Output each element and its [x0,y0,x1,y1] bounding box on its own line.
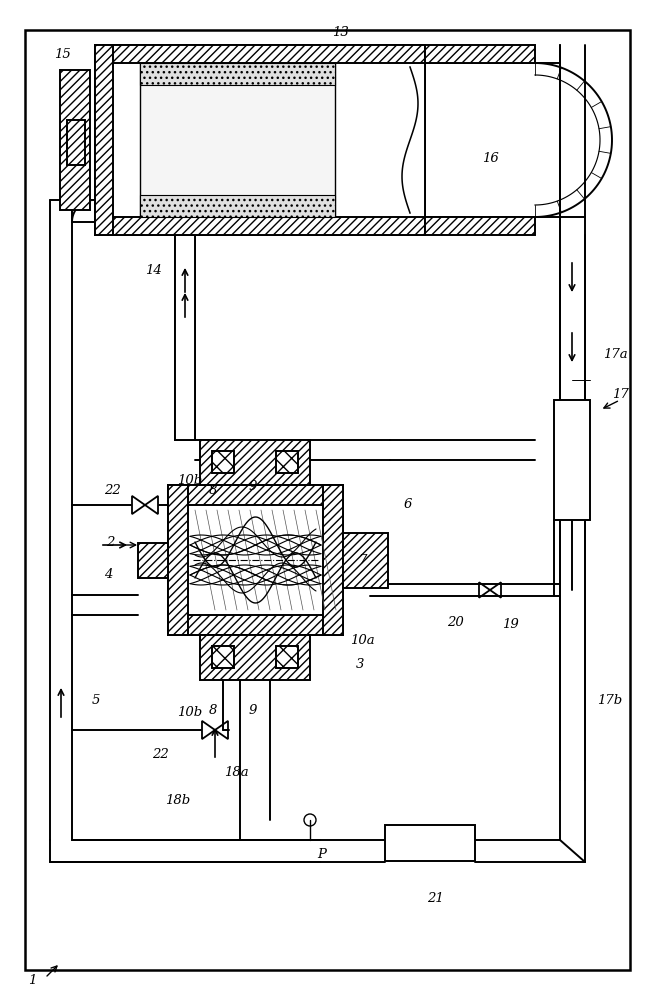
Bar [95,45,113,235]
Bar [138,543,168,578]
Text: 19: 19 [502,618,518,632]
Bar [212,451,234,473]
Text: 22: 22 [104,484,120,496]
Bar [343,533,388,588]
Text: 6: 6 [404,498,412,512]
Bar [200,440,310,485]
Text: 13: 13 [332,25,348,38]
Text: 21: 21 [426,892,443,904]
Text: 9: 9 [249,704,257,716]
Text: P: P [317,848,326,861]
Text: 9: 9 [249,481,257,493]
Text: 17a: 17a [603,349,628,361]
Bar [95,45,425,63]
Text: 3: 3 [356,658,364,672]
Bar [168,615,343,635]
Bar [140,195,335,217]
Text: 7: 7 [358,554,367,566]
Text: 22: 22 [151,748,168,762]
Bar [385,825,475,861]
Bar [276,646,298,668]
Text: 18a: 18a [224,766,248,780]
Text: 10b: 10b [178,706,202,718]
Bar [168,485,343,635]
Text: 10b: 10b [178,474,202,487]
Text: 16: 16 [482,151,498,164]
Bar [140,63,335,217]
Text: 2: 2 [106,536,114,550]
Bar [168,485,343,505]
Bar [425,217,535,235]
Bar [175,235,195,440]
Bar [425,45,535,63]
Text: 20: 20 [447,615,464,629]
Bar [554,400,590,520]
Text: 17: 17 [612,388,628,401]
Text: 8: 8 [209,484,217,496]
Text: 4: 4 [104,568,112,582]
Text: 14: 14 [144,263,161,276]
Bar [95,45,425,235]
Bar [168,485,188,635]
Text: 10a: 10a [350,634,374,647]
Bar [140,63,335,85]
Bar [60,70,90,210]
Bar [323,485,343,635]
Bar [95,217,425,235]
Text: 15: 15 [54,48,71,62]
Bar [212,646,234,668]
Text: 8: 8 [209,704,217,716]
Text: 17b: 17b [597,694,622,706]
Bar [67,120,85,165]
Bar [200,635,310,680]
Text: 1: 1 [28,974,36,986]
Bar [276,451,298,473]
Text: 18b: 18b [165,794,191,806]
Text: 5: 5 [92,694,100,706]
